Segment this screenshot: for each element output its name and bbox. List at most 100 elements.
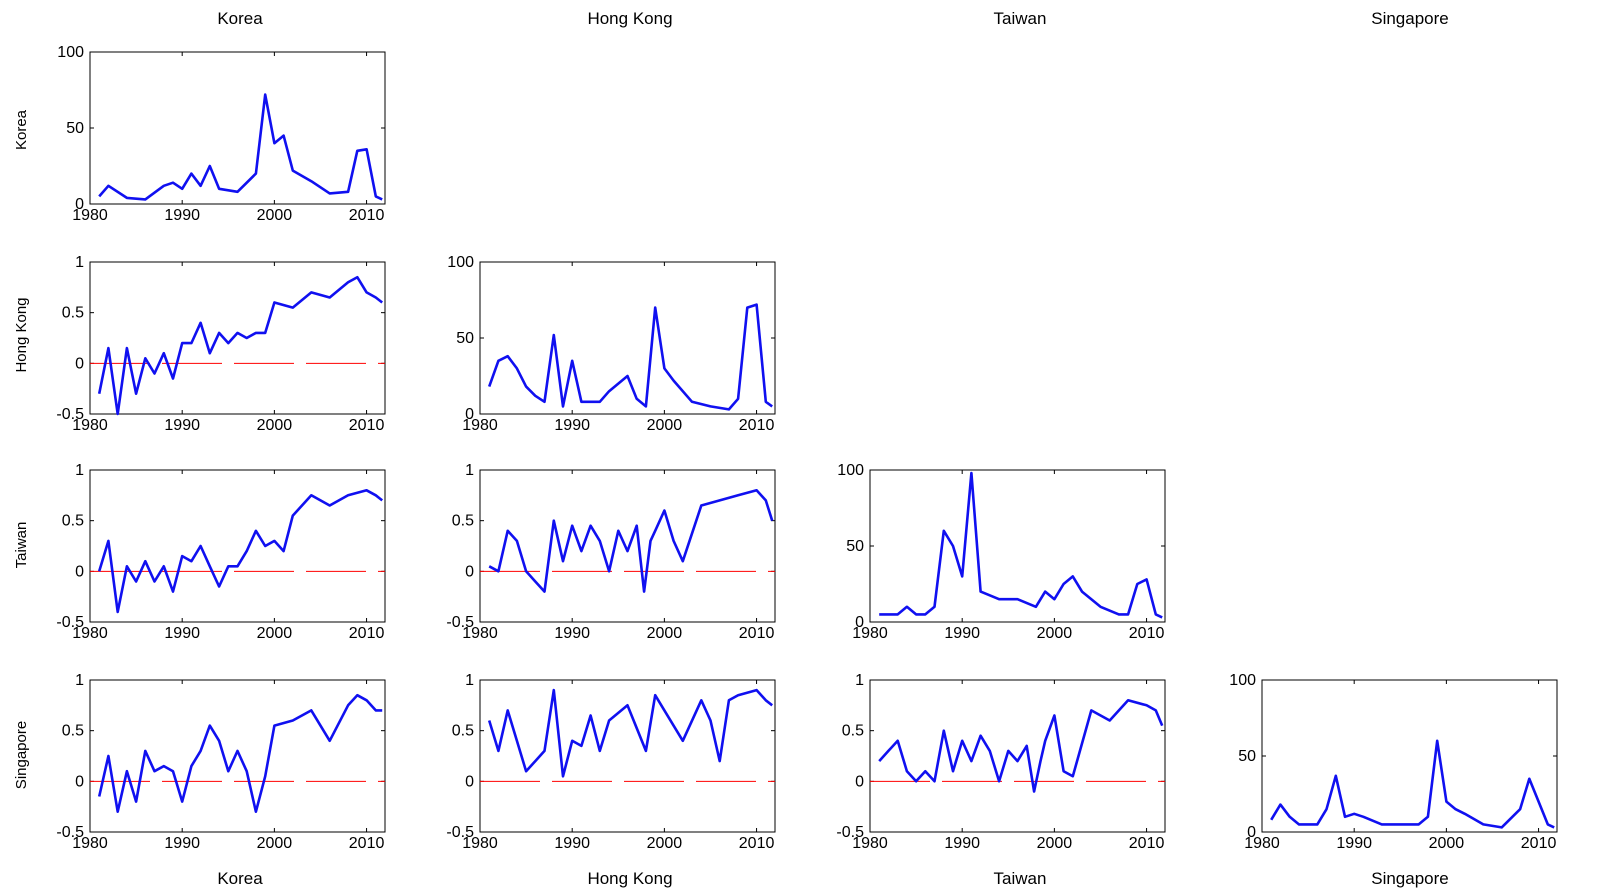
y-tick-label: 100 [447, 254, 474, 271]
y-tick-label: 50 [1238, 748, 1256, 765]
x-tick-label: 2000 [257, 207, 293, 224]
series-line-korea-hong-kong [97, 275, 384, 416]
y-tick-label: 0 [1247, 824, 1256, 841]
series-line-taiwan-singapore [878, 698, 1164, 793]
axes-frame [89, 51, 386, 205]
y-tick-label: -0.5 [56, 406, 84, 423]
y-tick-label: 0 [465, 773, 474, 790]
series-line-korea-singapore [97, 693, 383, 814]
x-tick-label: 2010 [1129, 835, 1165, 852]
x-tick-label: 2010 [739, 625, 775, 642]
x-tick-label: 1980 [462, 417, 498, 434]
y-tick-label: 100 [837, 462, 864, 479]
bottom-label-hong-kong: Hong Kong [587, 869, 672, 888]
y-tick-label: -0.5 [56, 824, 84, 841]
y-tick-label: 1 [75, 462, 84, 479]
column-title-hong-kong: Hong Kong [587, 9, 672, 28]
row-label-singapore: Singapore [13, 721, 30, 789]
x-tick-label: 1990 [164, 207, 200, 224]
x-tick-label: 2000 [647, 625, 683, 642]
column-title-taiwan: Taiwan [994, 9, 1047, 28]
x-tick-label: 1990 [944, 835, 980, 852]
series-line-korea [98, 93, 383, 201]
y-tick-label: -0.5 [446, 614, 474, 631]
y-tick-label: 0 [75, 773, 84, 790]
x-tick-label: 2010 [1521, 835, 1557, 852]
series-line-taiwan [879, 471, 1163, 619]
x-tick-label: 1980 [852, 625, 888, 642]
y-tick-label: 0 [465, 406, 474, 423]
axes-frame [89, 261, 386, 415]
x-tick-label: 1980 [462, 835, 498, 852]
panel-hong-kong-taiwan: 1980 1990 2000 2010 -0.5 0 0.5 1 [446, 462, 776, 642]
panel-korea-hong-kong: 1980 1990 2000 2010 -0.5 0 0.5 1 [56, 254, 386, 434]
x-tick-label: 1980 [72, 835, 108, 852]
y-tick-label: 0.5 [62, 513, 84, 530]
column-title-singapore: Singapore [1371, 9, 1449, 28]
row-label-hong-kong: Hong Kong [13, 297, 30, 372]
y-tick-label: 0 [855, 614, 864, 631]
x-tick-label: 1980 [72, 207, 108, 224]
x-tick-label: 2000 [1429, 835, 1465, 852]
x-tick-label: 1980 [1244, 835, 1280, 852]
x-tick-label: 1990 [944, 625, 980, 642]
series-line-korea-taiwan [97, 488, 384, 614]
panel-korea-singapore: 1980 1990 2000 2010 -0.5 0 0.5 1 [56, 672, 386, 852]
y-tick-label: 0.5 [62, 305, 84, 322]
x-tick-label: 1990 [164, 417, 200, 434]
y-tick-label: 100 [1229, 672, 1256, 689]
x-tick-label: 2010 [349, 207, 385, 224]
y-tick-label: 0 [855, 773, 864, 790]
x-tick-label: 1980 [852, 835, 888, 852]
x-tick-label: 2010 [349, 417, 385, 434]
series-line-hong-kong-singapore [487, 688, 774, 778]
bottom-label-singapore: Singapore [1371, 869, 1449, 888]
axes-frame [89, 679, 386, 833]
panel-korea: 1980 1990 2000 2010 0 50 100 [57, 44, 386, 224]
y-tick-label: 50 [66, 120, 84, 137]
x-tick-label: 1990 [554, 625, 590, 642]
x-tick-label: 2000 [647, 835, 683, 852]
y-tick-label: -0.5 [446, 824, 474, 841]
y-tick-label: 0.5 [452, 513, 474, 530]
x-tick-label: 2010 [349, 625, 385, 642]
x-tick-label: 1990 [164, 835, 200, 852]
y-tick-label: 50 [456, 330, 474, 347]
y-tick-label: 0 [75, 355, 84, 372]
y-tick-label: 50 [846, 538, 864, 555]
panel-korea-taiwan: 1980 1990 2000 2010 -0.5 0 0.5 1 [56, 462, 386, 642]
x-tick-label: 2010 [349, 835, 385, 852]
bottom-label-korea: Korea [217, 869, 263, 888]
column-title-korea: Korea [217, 9, 263, 28]
y-tick-label: 1 [855, 672, 864, 689]
row-label-taiwan: Taiwan [13, 522, 30, 569]
x-tick-label: 2000 [257, 625, 293, 642]
x-tick-label: 2010 [739, 835, 775, 852]
y-tick-label: 1 [465, 462, 474, 479]
x-tick-label: 2010 [739, 417, 775, 434]
panel-taiwan: 1980 1990 2000 2010 0 50 100 [837, 462, 1166, 642]
y-tick-label: 100 [57, 44, 84, 61]
y-tick-label: -0.5 [836, 824, 864, 841]
y-tick-label: 0 [465, 563, 474, 580]
x-tick-label: 2010 [1129, 625, 1165, 642]
y-tick-label: 0 [75, 196, 84, 213]
y-tick-label: 0.5 [62, 723, 84, 740]
x-tick-label: 1990 [164, 625, 200, 642]
y-tick-label: -0.5 [56, 614, 84, 631]
axes-frame [479, 469, 776, 623]
y-tick-label: 1 [75, 254, 84, 271]
series-line-singapore [1270, 739, 1555, 829]
panel-singapore: 1980 1990 2000 2010 0 50 100 [1229, 672, 1558, 852]
panel-taiwan-singapore: 1980 1990 2000 2010 -0.5 0 0.5 1 [836, 672, 1166, 852]
x-tick-label: 2000 [647, 417, 683, 434]
series-line-hong-kong [487, 303, 773, 411]
axes-frame [1261, 679, 1558, 833]
x-tick-label: 2000 [257, 417, 293, 434]
y-tick-label: 0.5 [452, 723, 474, 740]
axes-frame [89, 469, 386, 623]
y-tick-label: 1 [75, 672, 84, 689]
x-tick-label: 1980 [72, 417, 108, 434]
axes-frame [869, 679, 1166, 833]
x-tick-label: 2000 [257, 835, 293, 852]
